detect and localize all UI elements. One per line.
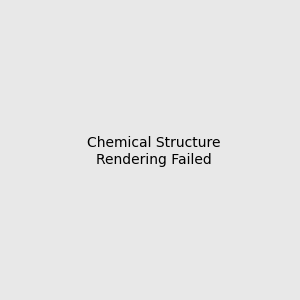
Text: Chemical Structure
Rendering Failed: Chemical Structure Rendering Failed [87, 136, 220, 166]
